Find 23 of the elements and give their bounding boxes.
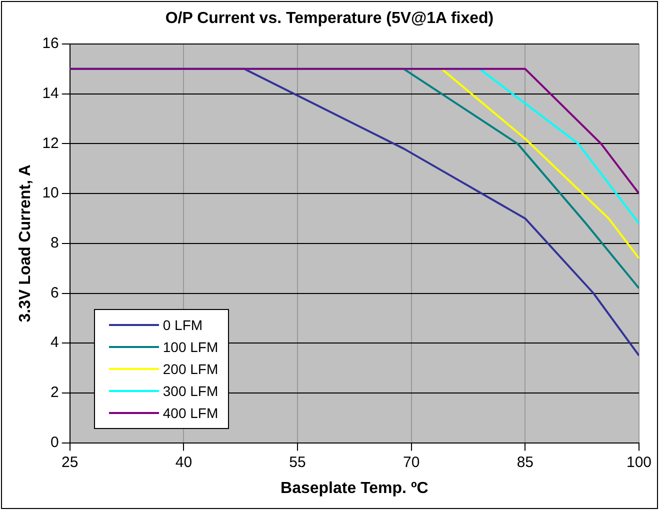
y-tick-label: 16 [42,35,59,52]
x-tick-label: 100 [626,454,652,471]
legend-label: 300 LFM [162,382,218,399]
y-tick-label: 4 [50,334,59,352]
y-tick-label: 6 [50,284,59,302]
x-tick-label: 40 [175,454,192,471]
y-tick-label: 10 [42,184,59,202]
y-tick-label: 12 [42,134,59,152]
x-tick-label: 70 [403,454,420,471]
y-tick-label: 2 [50,384,59,402]
legend-label: 0 LFM [162,316,203,333]
legend-label: 400 LFM [162,404,218,421]
y-axis-title: 3.3V Load Current, A [17,164,34,322]
y-tick-label: 8 [50,234,59,252]
x-axis-title: Baseplate Temp. ºC [280,480,429,497]
x-tick-label: 55 [289,454,306,471]
y-tick-label: 0 [50,434,59,451]
x-tick-label: 85 [516,454,534,471]
x-tick-label: 25 [62,454,78,471]
y-tick-label: 14 [42,84,59,102]
legend-label: 100 LFM [162,338,218,355]
legend-label: 200 LFM [162,360,218,377]
chart-title: O/P Current vs. Temperature (5V@1A fixed) [164,10,495,28]
